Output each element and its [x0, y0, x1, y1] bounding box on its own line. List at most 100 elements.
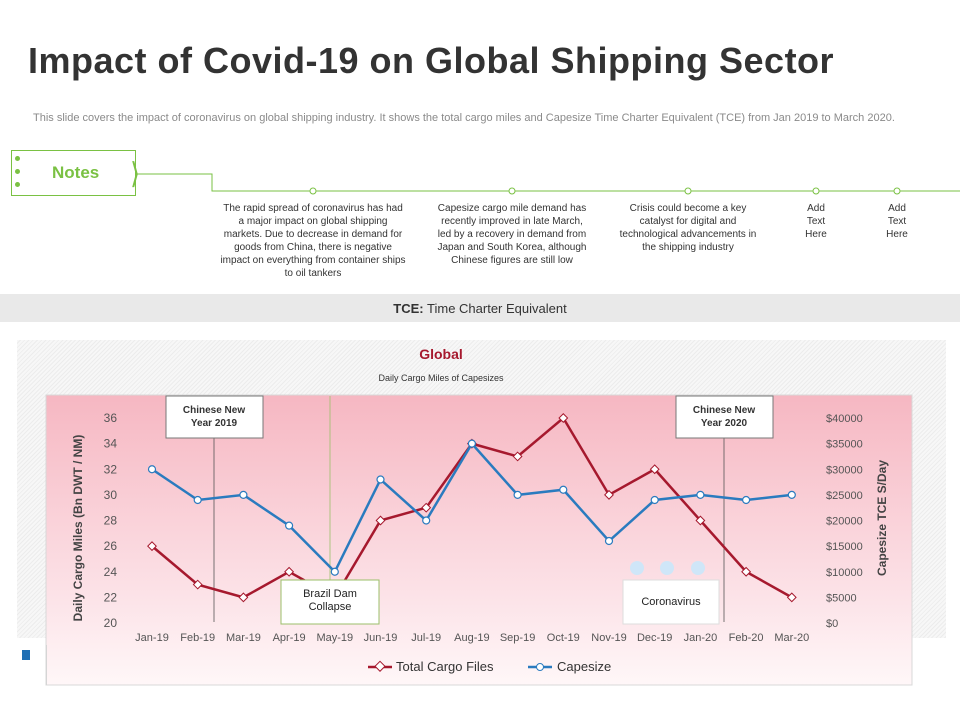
data-point-cargo	[558, 413, 569, 423]
data-point-capesize	[239, 490, 248, 499]
data-point-cargo	[649, 464, 660, 475]
annotation-cny2020: Chinese New Year 2020	[675, 395, 774, 439]
y-axis-right-label: Capesize TCE S/Day	[875, 460, 889, 576]
x-tick-label: Jul-19	[411, 632, 441, 644]
y-tick-left-label: 20	[104, 616, 118, 630]
tce-definition: Time Charter Equivalent	[427, 301, 567, 316]
data-point-capesize	[422, 516, 431, 525]
data-point-capesize	[193, 495, 202, 505]
y-tick-right-label: $0	[826, 618, 838, 630]
y-tick-left-label: 24	[104, 565, 118, 579]
x-tick-label: Dec-19	[637, 632, 672, 644]
data-point-cargo	[741, 566, 752, 577]
chart-legend: Total Cargo Files Capesize	[368, 659, 611, 674]
decor-dot	[691, 561, 705, 575]
note-text-5: Add Text Here	[886, 203, 908, 240]
data-point-capesize	[696, 490, 705, 499]
data-point-capesize	[650, 495, 659, 505]
note-text-3: Crisis could become a key catalyst for d…	[619, 203, 757, 253]
data-point-cargo	[786, 592, 797, 603]
y-axis-left-label: Daily Cargo Miles (Bn DWT / NM)	[71, 435, 85, 622]
data-point-capesize	[559, 485, 568, 494]
data-point-cargo	[238, 592, 249, 603]
data-point-cargo	[192, 579, 203, 590]
data-point-cargo	[695, 515, 706, 526]
decor-dot	[660, 561, 674, 575]
y-tick-left-label: 30	[104, 488, 118, 502]
y-tick-right-label: $40000	[826, 413, 863, 425]
legend-cargo-label: Total Cargo Files	[396, 659, 494, 674]
divider	[46, 645, 47, 685]
dots-icon	[15, 156, 21, 195]
data-point-capesize	[604, 536, 614, 546]
timeline-dot	[812, 187, 820, 195]
x-tick-label: Oct-19	[547, 632, 580, 644]
y-tick-right-label: $35000	[826, 439, 863, 451]
plot-background	[45, 394, 913, 686]
data-point-capesize	[787, 490, 796, 499]
annotation-label: Coronavirus	[641, 596, 701, 608]
y-tick-right-label: $15000	[826, 541, 863, 553]
timeline-dot	[309, 187, 317, 195]
y-tick-left-label: 26	[104, 539, 118, 553]
x-tick-label: Apr-19	[273, 632, 306, 644]
page-title: Impact of Covid-19 on Global Shipping Se…	[28, 40, 835, 81]
chevron-right-icon: ❭	[128, 157, 141, 187]
x-tick-label: Aug-19	[454, 632, 489, 644]
notes-timeline	[136, 173, 960, 195]
data-point-capesize	[285, 521, 294, 530]
chart-subtitle: Daily Cargo Miles of Capesizes	[378, 373, 504, 383]
y-tick-left-label: 36	[104, 411, 118, 425]
timeline-dot	[508, 187, 516, 195]
y-tick-right-label: $10000	[826, 567, 863, 579]
x-tick-label: Mar-20	[774, 632, 809, 644]
tce-definition-bar: TCE: Time Charter Equivalent	[0, 294, 960, 322]
y-tick-left-label: 32	[104, 462, 118, 476]
note-text-4: Add Text Here	[805, 203, 827, 240]
annotation-label: Chinese New Year 2019	[183, 405, 245, 429]
note-text-1: The rapid spread of coronavirus has had …	[220, 203, 406, 279]
slide-description: This slide covers the impact of coronavi…	[33, 112, 895, 124]
x-tick-label: May-19	[316, 632, 353, 644]
notes-tag: Notes ❭	[11, 150, 141, 196]
y-tick-right-label: $30000	[826, 464, 863, 476]
tce-term: TCE:	[393, 301, 424, 316]
timeline-dot	[893, 187, 901, 195]
data-point-capesize	[741, 495, 751, 505]
annotation-cny2019: Chinese New Year 2019	[165, 395, 264, 439]
data-point-cargo	[512, 451, 523, 462]
decor-dot	[630, 561, 644, 575]
data-point-cargo	[284, 566, 295, 577]
y-tick-right-label: $25000	[826, 490, 863, 502]
chart-title: Global	[419, 346, 463, 362]
x-tick-label: Jun-19	[364, 632, 398, 644]
data-point-capesize	[467, 439, 476, 448]
y-tick-left-label: 34	[104, 437, 118, 451]
x-tick-label: Nov-19	[591, 632, 626, 644]
note-text-2: Capesize cargo mile demand has recently …	[437, 203, 587, 266]
annotation-label: Brazil Dam Collapse	[303, 588, 357, 613]
x-tick-label: Feb-20	[729, 632, 764, 644]
annotation-brazil-dam: Brazil Dam Collapse	[280, 579, 380, 625]
x-tick-label: Sep-19	[500, 632, 535, 644]
x-tick-label: Jan-20	[684, 632, 718, 644]
data-point-cargo	[604, 489, 614, 500]
data-point-capesize	[376, 475, 385, 484]
x-tick-label: Feb-19	[180, 632, 215, 644]
y-tick-right-label: $20000	[826, 516, 863, 528]
x-tick-label: Jan-19	[135, 632, 169, 644]
legend-capesize-label: Capesize	[557, 659, 611, 674]
data-point-capesize	[330, 567, 339, 576]
y-tick-left-label: 28	[104, 514, 118, 528]
y-tick-right-label: $5000	[826, 592, 857, 604]
notes-label: Notes	[52, 163, 100, 182]
y-tick-left-label: 22	[104, 590, 118, 604]
annotation-label: Chinese New Year 2020	[693, 405, 755, 429]
data-point-cargo	[421, 502, 432, 513]
data-point-cargo	[375, 515, 386, 526]
data-point-capesize	[147, 465, 157, 474]
x-tick-label: Mar-19	[226, 632, 261, 644]
timeline-dot	[684, 187, 692, 195]
slide-marker	[22, 650, 30, 660]
